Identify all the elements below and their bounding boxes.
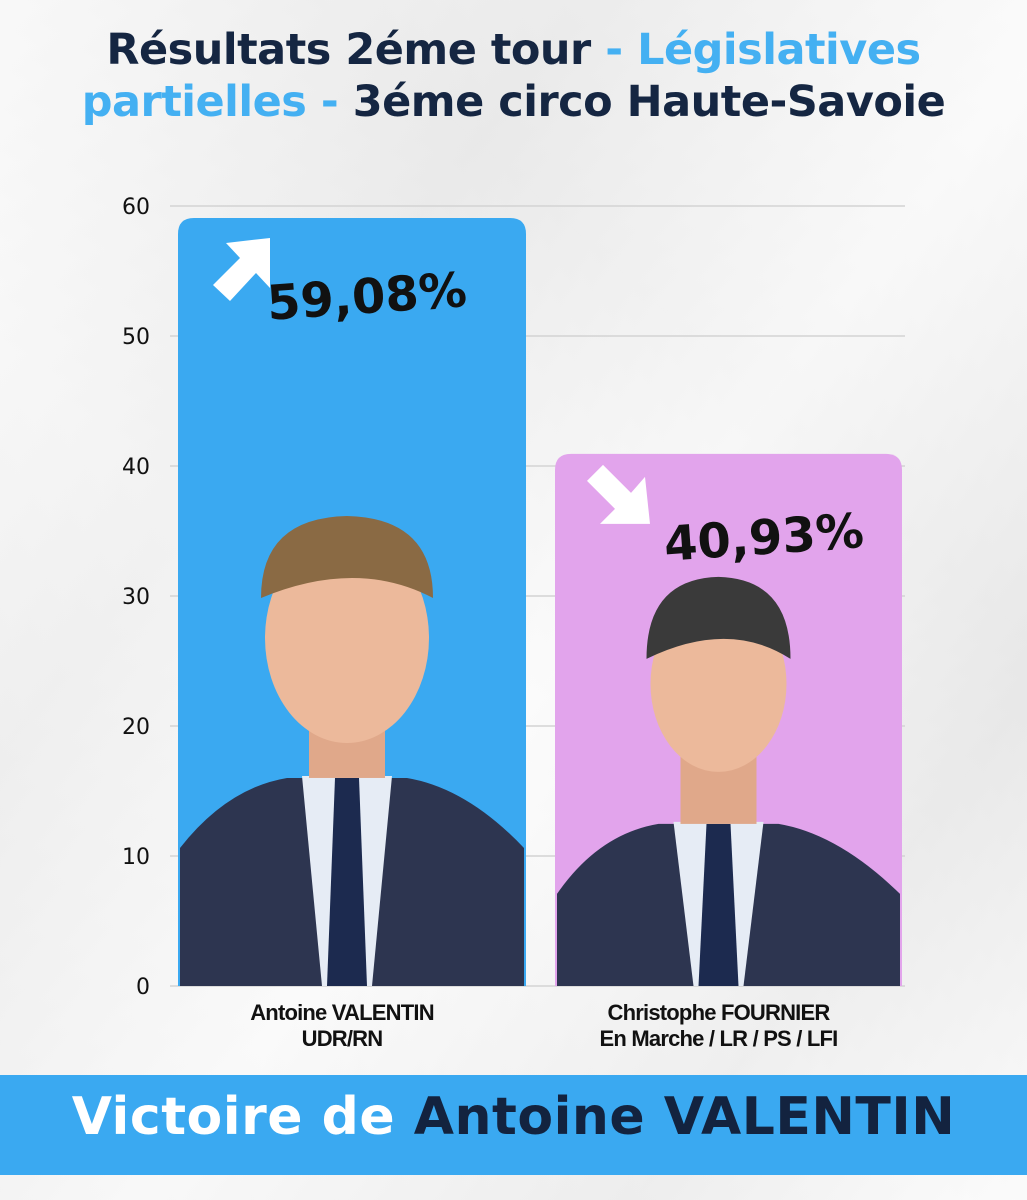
footer-banner — [0, 1075, 1027, 1175]
value-label-2: 40,93% — [662, 503, 865, 573]
y-tick-label-2: 20 — [122, 715, 150, 740]
category-label-1: Antoine VALENTIN — [250, 1000, 434, 1025]
title-part-3: partielles — [81, 77, 307, 127]
y-tick-label-3: 30 — [122, 585, 150, 610]
footer-text: Victoire de Antoine VALENTIN — [0, 1082, 1027, 1152]
trend-arrow-1-up-icon — [213, 237, 270, 301]
category-sublabel-2: En Marche / LR / PS / LFI — [600, 1026, 838, 1051]
footer-text-light: Victoire de — [71, 1087, 414, 1147]
y-tick-label-4: 40 — [122, 455, 150, 480]
y-tick-label-1: 10 — [122, 845, 150, 870]
title-part-1: Résultats 2éme tour — [106, 25, 591, 75]
y-tick-label-5: 50 — [122, 325, 150, 350]
category-label-2: Christophe FOURNIER — [608, 1000, 831, 1025]
candidate-photo-1 — [180, 515, 524, 986]
footer-text-dark: Antoine VALENTIN — [413, 1087, 956, 1147]
value-label-1: 59,08% — [265, 262, 468, 332]
title-line-2: partielles - 3éme circo Haute-Savoie — [10, 76, 1017, 128]
y-tick-label-6: 60 — [122, 195, 150, 220]
y-tick-label-0: 0 — [136, 975, 150, 1000]
trend-arrow-2-down-icon — [587, 464, 650, 524]
page-title: Résultats 2éme tour - Législatives parti… — [10, 24, 1017, 128]
title-separator-1: - — [590, 25, 638, 75]
candidate-photo-2 — [557, 576, 900, 986]
title-part-4: 3éme circo Haute-Savoie — [352, 77, 946, 127]
title-part-2: Législatives — [637, 25, 921, 75]
title-line-1: Résultats 2éme tour - Législatives — [10, 24, 1017, 76]
title-separator-2: - — [306, 77, 353, 127]
category-sublabel-1: UDR/RN — [302, 1026, 383, 1051]
